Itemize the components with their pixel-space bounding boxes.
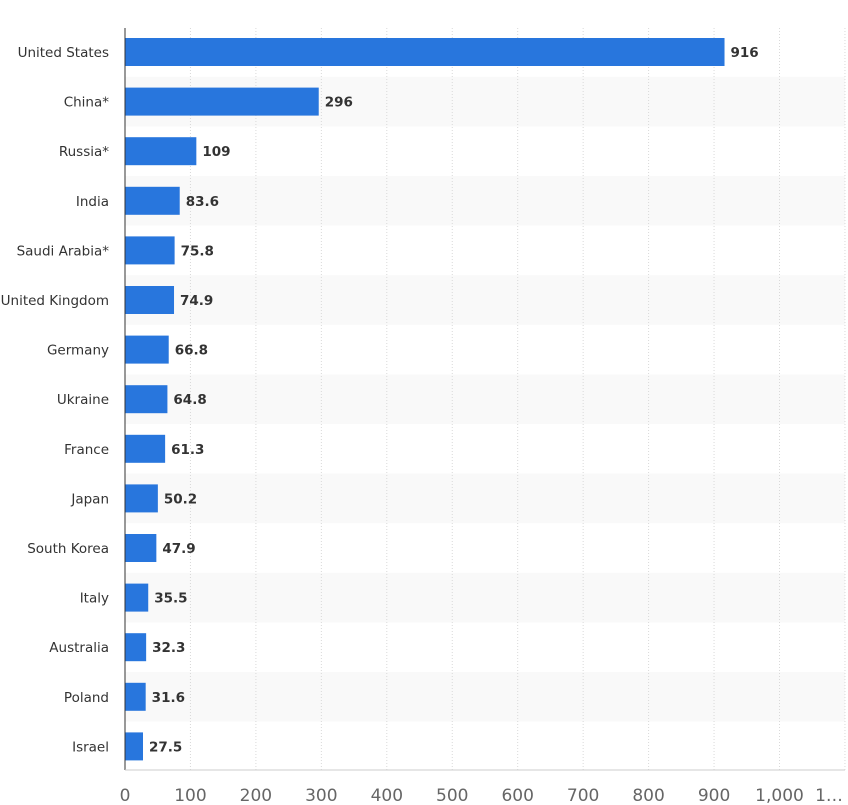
row-stripe [125,473,845,524]
x-tick-label: 900 [698,786,730,805]
category-label: United States [18,45,109,61]
value-label: 32.3 [152,640,185,656]
axes [124,28,845,771]
category-label: Poland [64,690,109,706]
bar [125,732,143,761]
bar [125,286,175,314]
row-stripe [125,374,845,424]
value-label: 61.3 [171,442,204,458]
value-label: 66.8 [175,343,208,359]
x-tick-label: 1… [815,786,843,805]
category-label: Ukraine [57,392,109,408]
value-label: 47.9 [162,541,195,557]
value-label: 296 [325,95,353,111]
bar [125,583,149,612]
value-label: 35.5 [154,591,187,607]
row-stripes [125,76,845,722]
row-stripe [125,275,845,325]
category-label: Germany [47,343,109,359]
category-label: China* [64,95,110,111]
bar [125,236,175,265]
value-label: 75.8 [181,243,214,259]
value-label: 31.6 [152,690,185,706]
category-labels: United States China* Russia* India Saudi Ara… [1,45,110,755]
value-label: 83.6 [186,194,219,210]
category-label: France [64,442,109,458]
x-tick-label: 700 [567,786,599,805]
category-label: India [76,194,109,210]
x-tick-label: 500 [436,786,468,805]
value-label: 109 [202,144,230,160]
value-label: 916 [731,45,759,61]
category-label: United Kingdom [1,293,109,309]
x-tick-label: 600 [501,786,533,805]
value-label: 50.2 [164,491,197,507]
bar [125,186,180,215]
bars [125,38,725,761]
category-label: Israel [72,739,109,755]
bar [125,385,168,414]
category-label: Italy [80,591,109,607]
x-tick-label: 300 [305,786,337,805]
value-label: 74.9 [180,293,213,309]
bar [125,434,166,463]
value-label: 27.5 [149,739,182,755]
category-label: Japan [70,491,109,507]
bar [125,484,158,513]
category-label: Saudi Arabia* [17,243,110,259]
x-tick-label: 200 [240,786,272,805]
bar [125,633,147,662]
category-label: Russia* [59,144,109,160]
row-stripe [125,176,845,226]
bar [125,38,725,66]
row-stripe [125,672,845,722]
x-tick-labels: 0 100 200 300 400 500 600 700 800 900 1,000 1… [120,786,843,805]
x-tick-label: 0 [120,786,131,805]
category-label: South Korea [27,541,109,557]
bar [125,682,146,711]
bar [125,87,319,116]
x-tick-label: 800 [632,786,664,805]
bar [125,335,169,364]
row-stripe [125,572,845,623]
value-labels: 916 296 109 83.6 75.8 74.9 66.8 64.8 61.3 50.2 47.… [149,45,759,755]
category-label: Australia [49,640,109,656]
x-tick-label: 100 [174,786,206,805]
value-label: 64.8 [173,392,206,408]
bar [125,137,197,166]
x-tick-label: 400 [371,786,403,805]
x-tick-label: 1,000 [755,786,804,805]
bar [125,534,157,562]
